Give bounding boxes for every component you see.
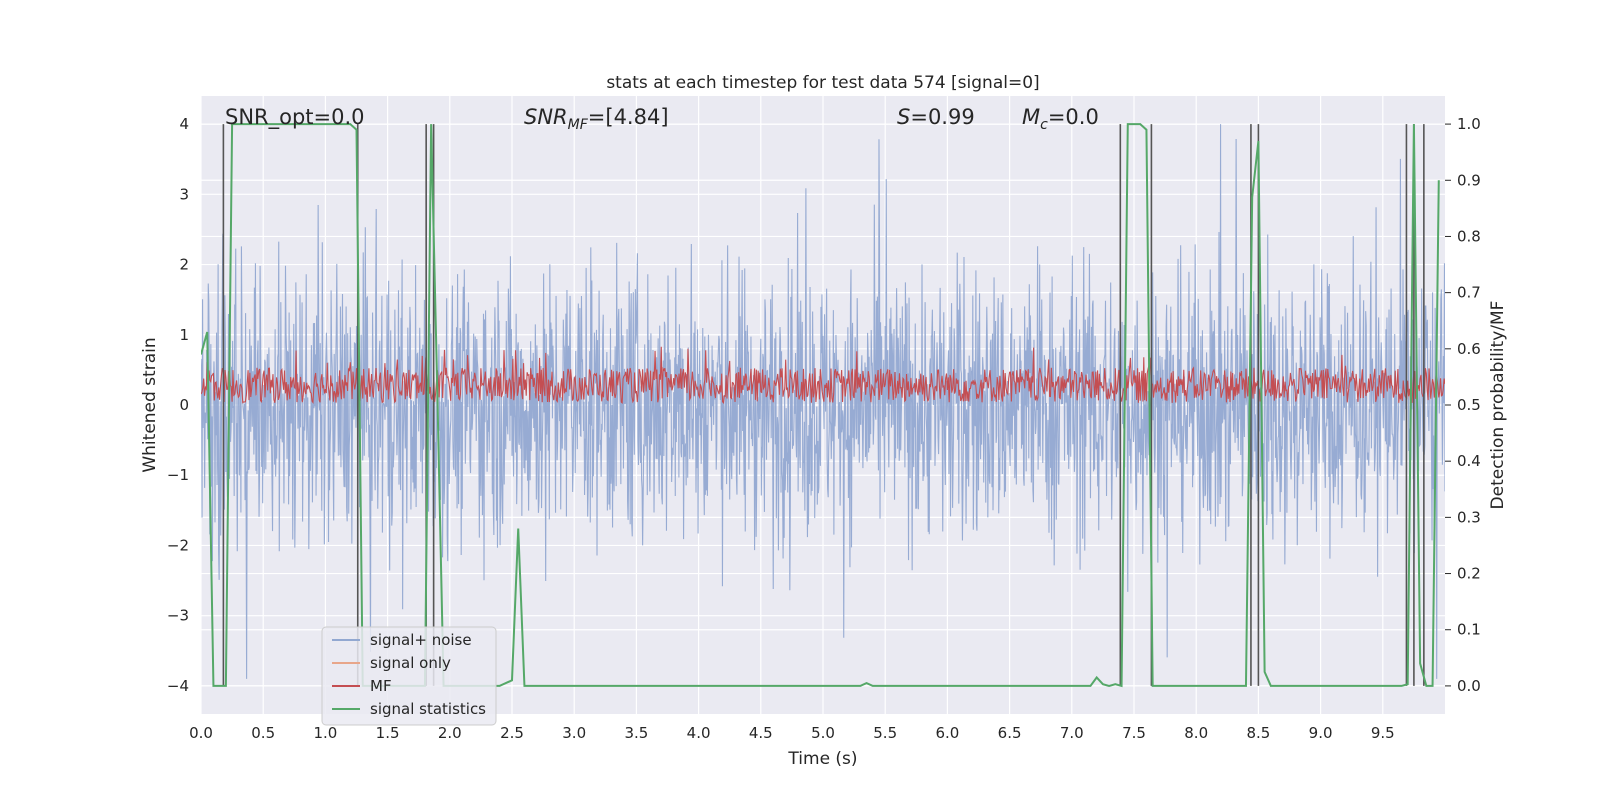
x-tick-label: 7.0: [1060, 724, 1084, 742]
legend-label: signal statistics: [370, 700, 486, 718]
series-signal-statistics: [201, 123, 1440, 688]
x-tick-label: 4.5: [749, 724, 773, 742]
y2-tick-label: 0.8: [1457, 227, 1481, 245]
x-tick-label: 2.5: [500, 724, 524, 742]
annotation-s-main: S: [897, 105, 910, 129]
y-tick-label: 4: [179, 115, 189, 133]
legend-label: signal+ noise: [370, 631, 472, 649]
x-tick-label: 8.5: [1246, 724, 1270, 742]
annotation-snr-mf-value: =[4.84]: [588, 105, 669, 129]
annotation-mc: Mc=0.0: [1022, 105, 1099, 133]
annotation-snr-mf: SNRMF=[4.84]: [524, 105, 669, 133]
y-axis-label: Whitened strain: [140, 337, 160, 472]
x-tick-label: 0.5: [251, 724, 275, 742]
x-tick-label: 2.0: [438, 724, 462, 742]
x-tick-label: 6.5: [998, 724, 1022, 742]
y-tick-label: 0: [179, 396, 189, 414]
y2-tick-label: 0.9: [1457, 171, 1481, 189]
legend-entry-mf: MF: [332, 677, 392, 695]
x-tick-label: 9.0: [1309, 724, 1333, 742]
y2-tick-label: 0.1: [1457, 621, 1481, 639]
legend-label: signal only: [370, 654, 451, 672]
x-tick-label: 5.0: [811, 724, 835, 742]
annotation-mc-main: M: [1022, 105, 1040, 129]
y-axis-ticks: −4 −3 −2 −1 0 1 2 3 4: [167, 115, 189, 695]
annotation-snr-mf-sub: MF: [568, 117, 589, 133]
plot-area: [201, 123, 1445, 688]
x-axis-label: Time (s): [787, 749, 857, 769]
x-tick-label: 3.5: [624, 724, 648, 742]
x-tick-label: 9.5: [1371, 724, 1395, 742]
y-tick-label: −3: [167, 607, 189, 625]
x-axis-ticks: 0.0 0.5 1.0 1.5 2.0 2.5 3.0 3.5 4.0 4.5 5.0 5.5 6.0 6…: [189, 724, 1395, 742]
y2-axis-ticks: 0.0 0.1 0.2 0.3 0.4 0.5 0.6 0.7 0.8 0.9 1.0: [1445, 115, 1481, 695]
annotation-mc-sub: c: [1040, 117, 1048, 133]
annotation-mc-value: =0.0: [1048, 105, 1099, 129]
legend-label: MF: [370, 677, 392, 695]
annotation-snr-mf-main: SNR: [524, 105, 568, 129]
y2-tick-label: 0.7: [1457, 284, 1481, 302]
x-tick-label: 7.5: [1122, 724, 1146, 742]
x-tick-label: 0.0: [189, 724, 213, 742]
x-tick-label: 5.5: [873, 724, 897, 742]
x-tick-label: 8.0: [1184, 724, 1208, 742]
y-tick-label: −2: [167, 536, 189, 554]
chart-title: stats at each timestep for test data 574…: [606, 73, 1039, 93]
legend-entry-signal-noise: signal+ noise: [332, 631, 472, 649]
y2-tick-label: 0.2: [1457, 565, 1481, 583]
legend: signal+ noise signal only MF signal stat…: [321, 626, 497, 726]
annotation-s: S=0.99: [897, 105, 975, 129]
annotation-s-value: =0.99: [910, 105, 974, 129]
y2-tick-label: 0.6: [1457, 340, 1481, 358]
y-tick-label: 1: [179, 326, 189, 344]
y2-tick-label: 0.4: [1457, 452, 1481, 470]
legend-entry-signal-only: signal only: [332, 654, 451, 672]
y2-tick-label: 1.0: [1457, 115, 1481, 133]
y2-axis-label: Detection probability/MF: [1488, 301, 1508, 510]
y2-tick-label: 0.5: [1457, 396, 1481, 414]
legend-entry-signal-statistics: signal statistics: [332, 700, 486, 718]
y2-tick-label: 0.0: [1457, 677, 1481, 695]
x-tick-label: 6.0: [935, 724, 959, 742]
y-tick-label: −4: [167, 677, 189, 695]
y-tick-label: 3: [179, 185, 189, 203]
y-tick-label: −1: [167, 466, 189, 484]
legend-box: [321, 626, 497, 726]
y-tick-label: 2: [179, 256, 189, 274]
x-tick-label: 4.0: [687, 724, 711, 742]
x-tick-label: 3.0: [562, 724, 586, 742]
series-mf: [201, 346, 1445, 405]
y2-tick-label: 0.3: [1457, 508, 1481, 526]
x-tick-label: 1.0: [313, 724, 337, 742]
annotation-snr-opt: SNR_opt=0.0: [225, 105, 365, 130]
x-tick-label: 1.5: [376, 724, 400, 742]
